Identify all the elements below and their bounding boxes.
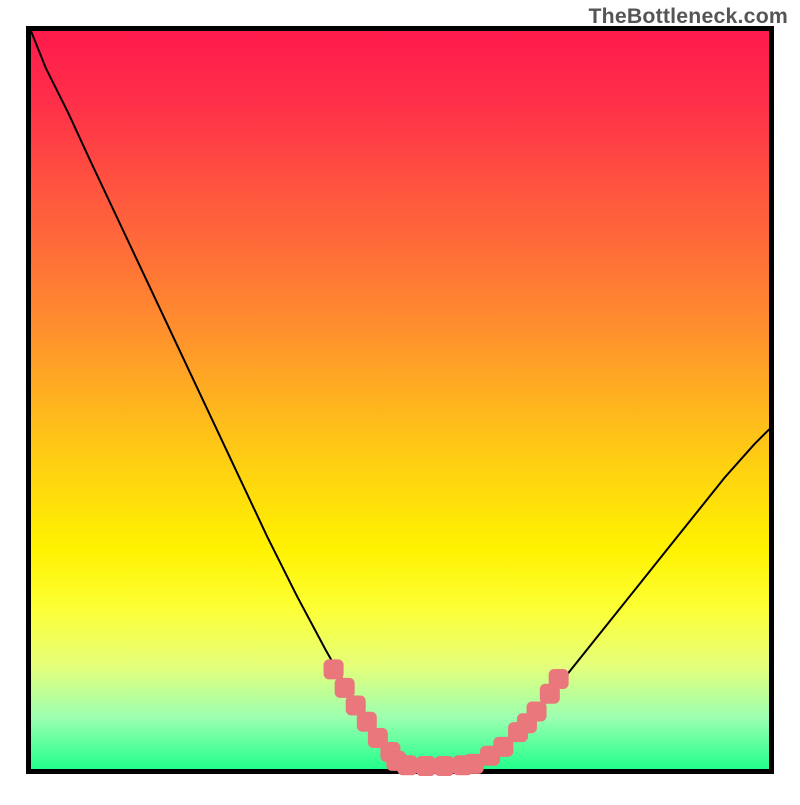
curve-marker	[335, 678, 354, 697]
plot-background	[31, 31, 769, 769]
watermark-text: TheBottleneck.com	[588, 4, 788, 29]
chart-container: TheBottleneck.com	[0, 0, 800, 800]
curve-marker	[324, 660, 343, 679]
curve-marker	[435, 757, 454, 776]
curve-marker	[416, 757, 435, 776]
curve-marker	[527, 702, 546, 721]
bottleneck-chart	[0, 0, 800, 800]
curve-marker	[398, 756, 417, 775]
curve-marker	[549, 669, 568, 688]
